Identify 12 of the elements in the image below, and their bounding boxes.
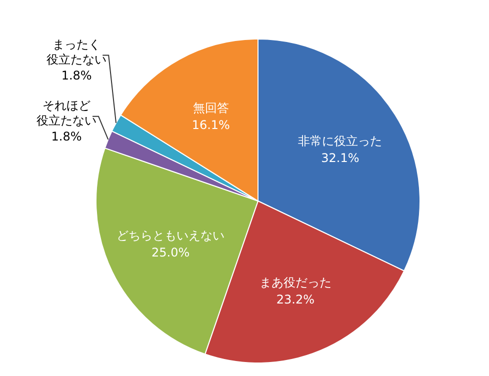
data-label: 1.8% — [61, 68, 92, 82]
data-label: 25.0% — [152, 245, 190, 260]
slice-label: どちらともいえない — [116, 228, 225, 242]
data-label: 23.2% — [276, 292, 315, 307]
slice-label: 無回答 — [192, 100, 229, 115]
slice-label: 非常に役立った — [298, 134, 382, 148]
data-label: 16.1% — [192, 118, 230, 132]
slice-label: それほど役立たない — [36, 98, 97, 128]
data-label: 1.8% — [51, 129, 82, 144]
slice-label: まあ役だった — [259, 276, 332, 290]
slice-label: まったく役立たない — [46, 37, 107, 66]
data-label: 32.1% — [321, 151, 360, 166]
